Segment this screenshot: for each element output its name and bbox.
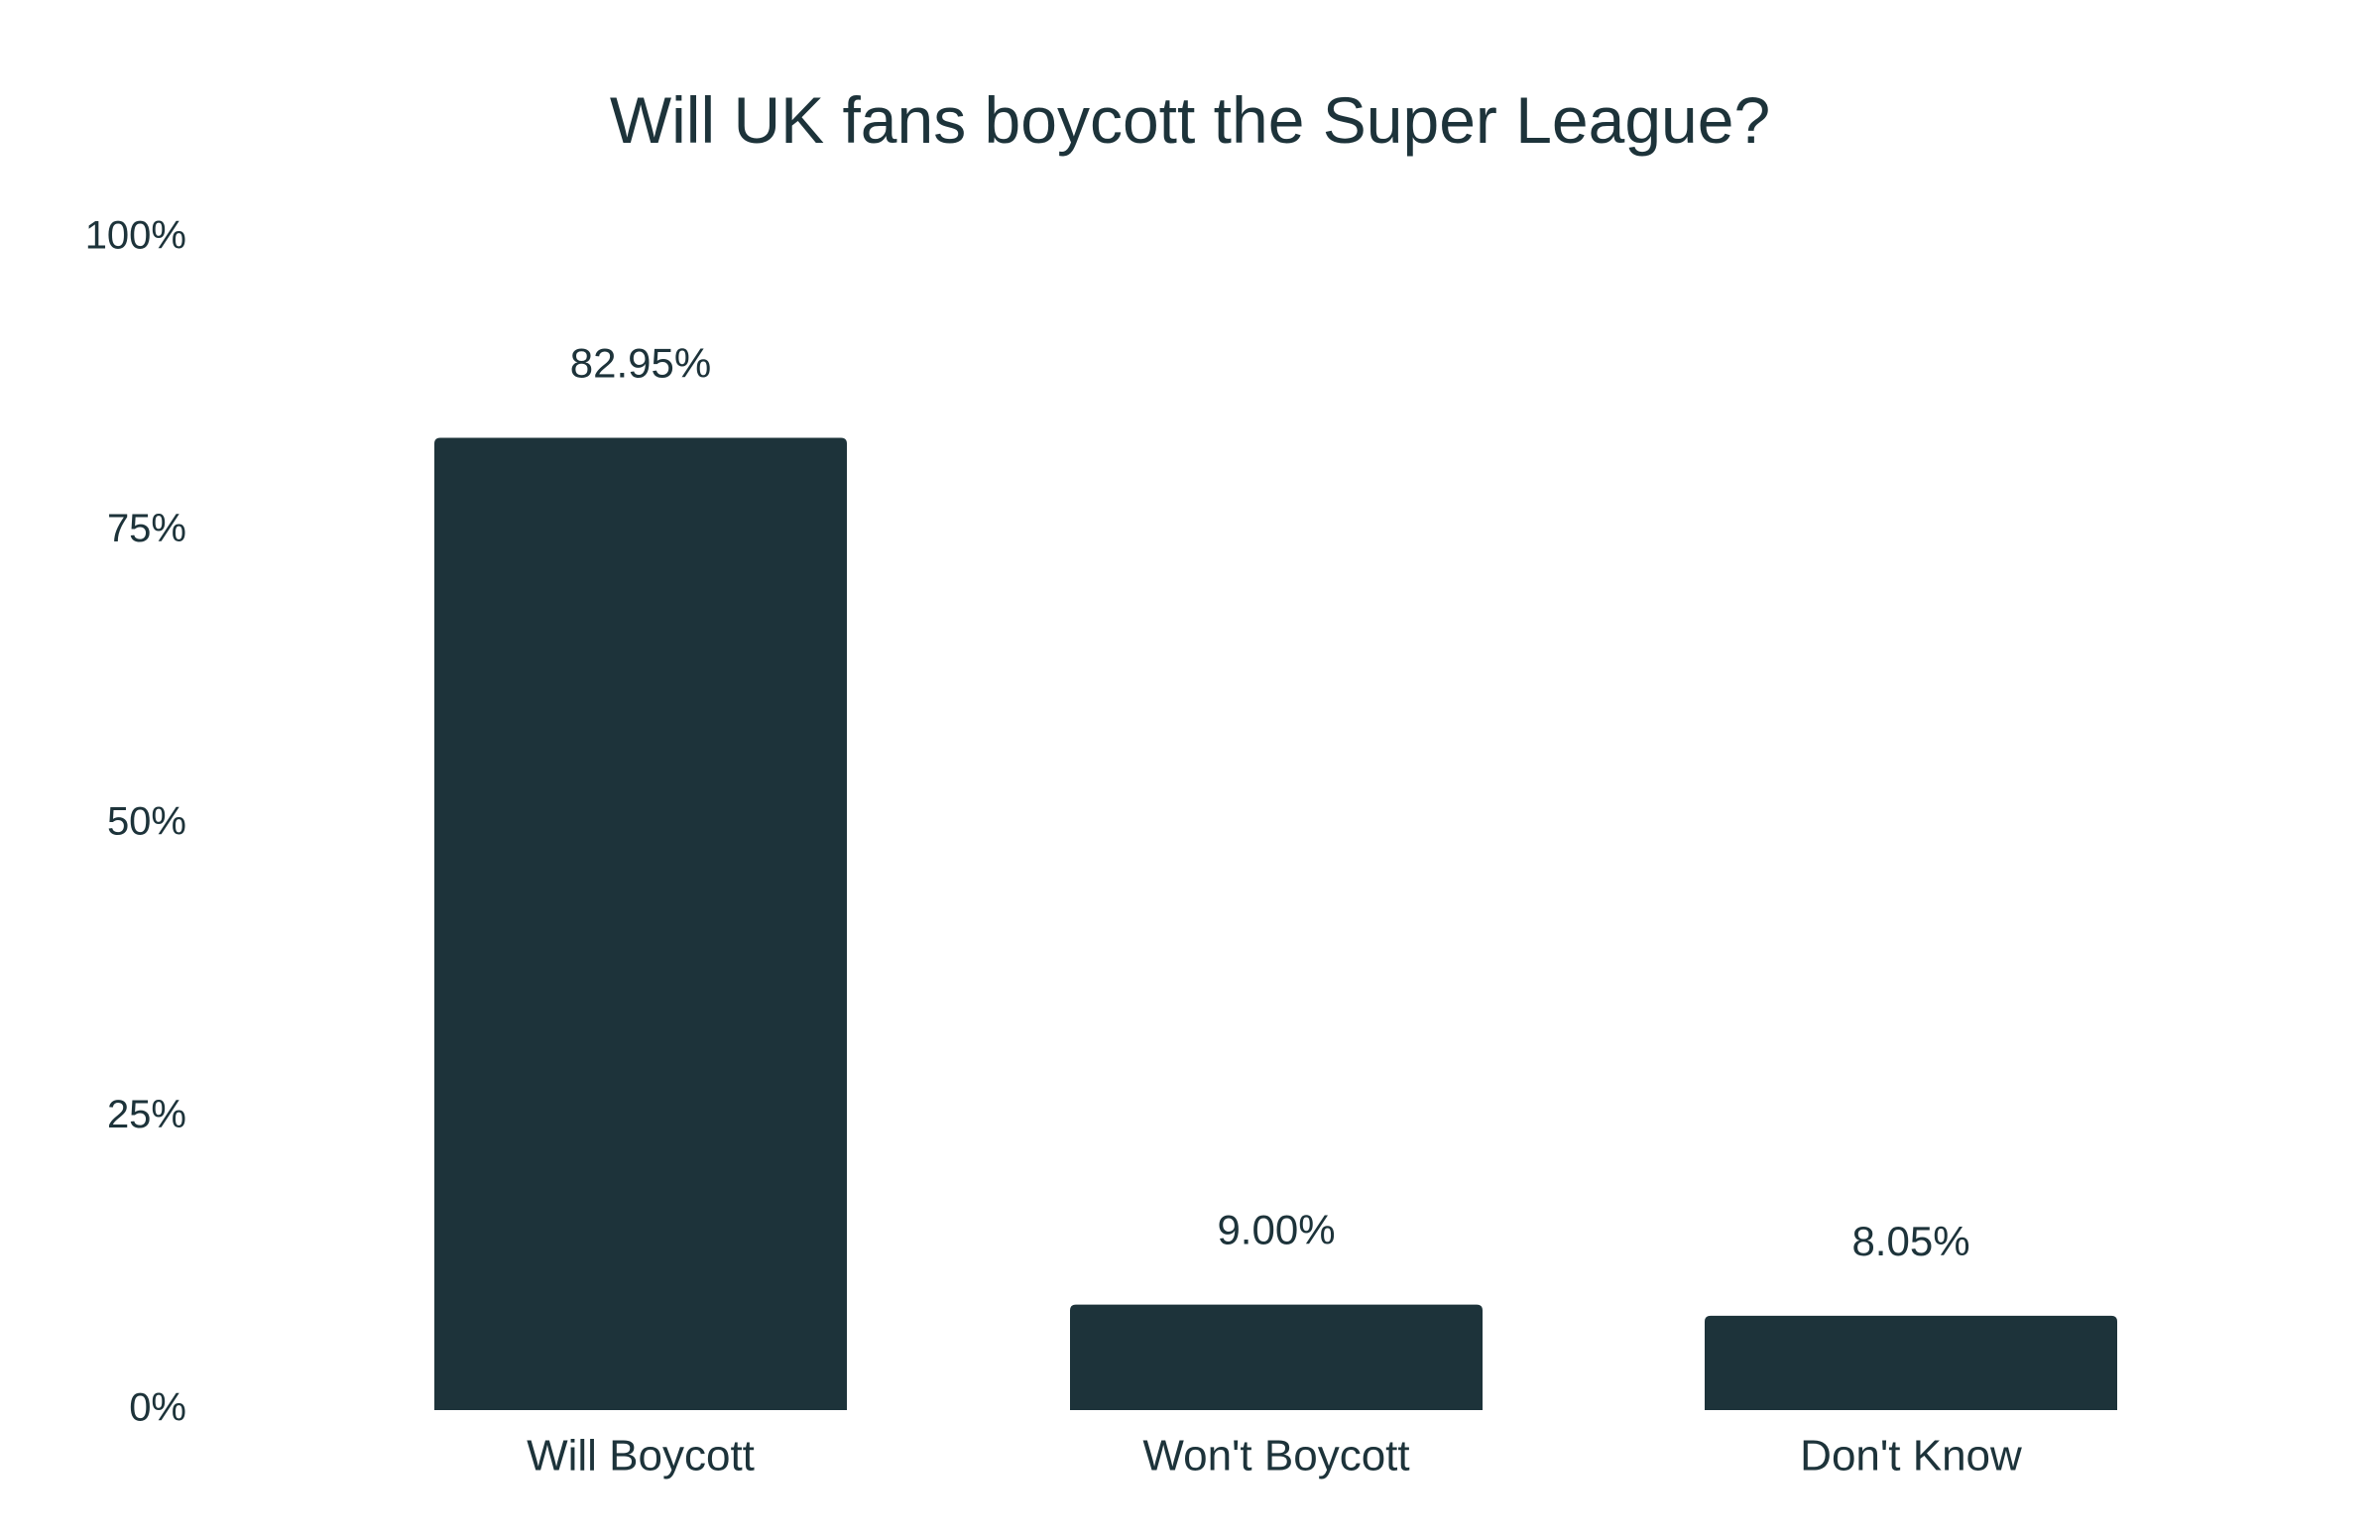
y-tick-label: 50% — [107, 800, 186, 844]
x-tick-label: Will Boycott — [527, 1432, 755, 1481]
y-axis: 0% 25% 50% 75% 100% — [85, 214, 186, 1430]
bar — [434, 437, 847, 1410]
y-tick-label: 75% — [107, 507, 186, 550]
x-axis: Will Boycott Won't Boycott Don't Know — [527, 1432, 2022, 1481]
y-tick-label: 25% — [107, 1093, 186, 1136]
data-label: 9.00% — [1217, 1207, 1335, 1253]
data-label: 8.05% — [1851, 1218, 1969, 1264]
data-label: 82.95% — [570, 340, 711, 387]
chart-title: Will UK fans boycott the Super League? — [609, 83, 1771, 157]
bar — [1705, 1315, 2117, 1410]
x-tick-label: Won't Boycott — [1142, 1432, 1409, 1481]
bar — [1070, 1304, 1483, 1410]
y-tick-label: 0% — [129, 1386, 186, 1430]
x-tick-label: Don't Know — [1800, 1432, 2022, 1481]
y-tick-label: 100% — [85, 214, 186, 258]
bar-series — [434, 437, 2117, 1410]
data-labels: 82.95% 9.00% 8.05% — [570, 340, 1970, 1264]
